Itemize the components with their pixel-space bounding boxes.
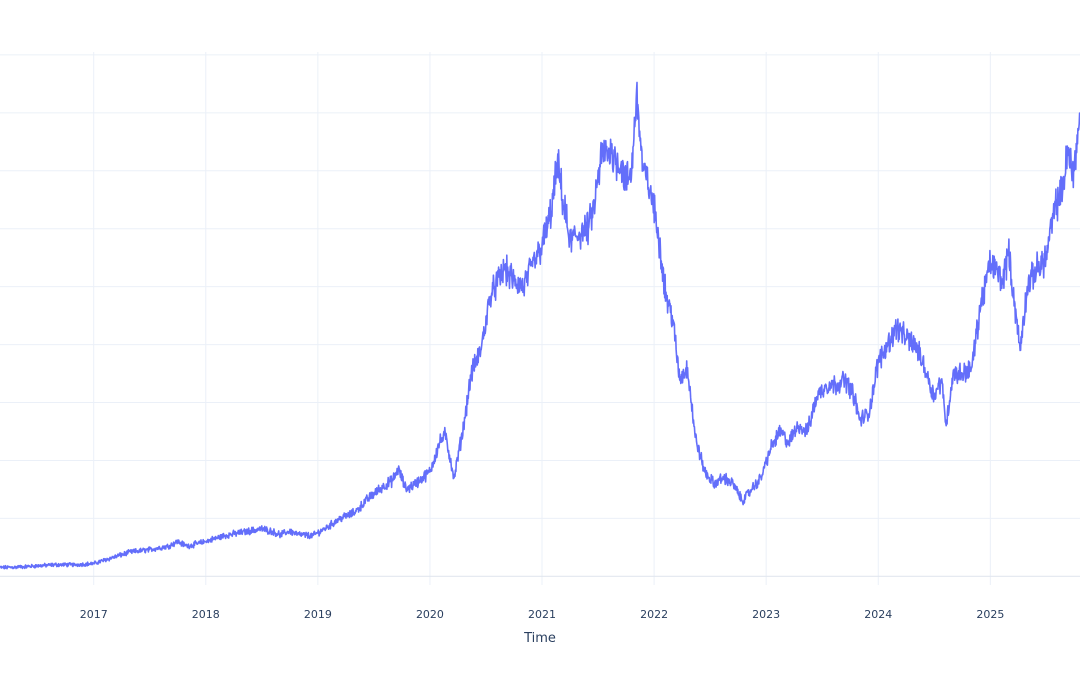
x-tick-label-2018: 2018 [192, 608, 220, 621]
x-tick-label-2024: 2024 [864, 608, 892, 621]
x-axis-title: Time [523, 631, 556, 646]
x-tick-label-2019: 2019 [304, 608, 332, 621]
x-tick-label-2023: 2023 [752, 608, 780, 621]
x-tick-label-2017: 2017 [80, 608, 108, 621]
x-axis-ticks: 2017 2018 2019 2020 2021 2022 2023 2024 2025 [80, 608, 1005, 621]
x-tick-label-2022: 2022 [640, 608, 668, 621]
x-tick-label-2021: 2021 [528, 608, 556, 621]
gridlines [0, 52, 1080, 585]
price-series-line [0, 81, 1080, 570]
x-tick-label-2025: 2025 [976, 608, 1004, 621]
x-tick-label-2020: 2020 [416, 608, 444, 621]
